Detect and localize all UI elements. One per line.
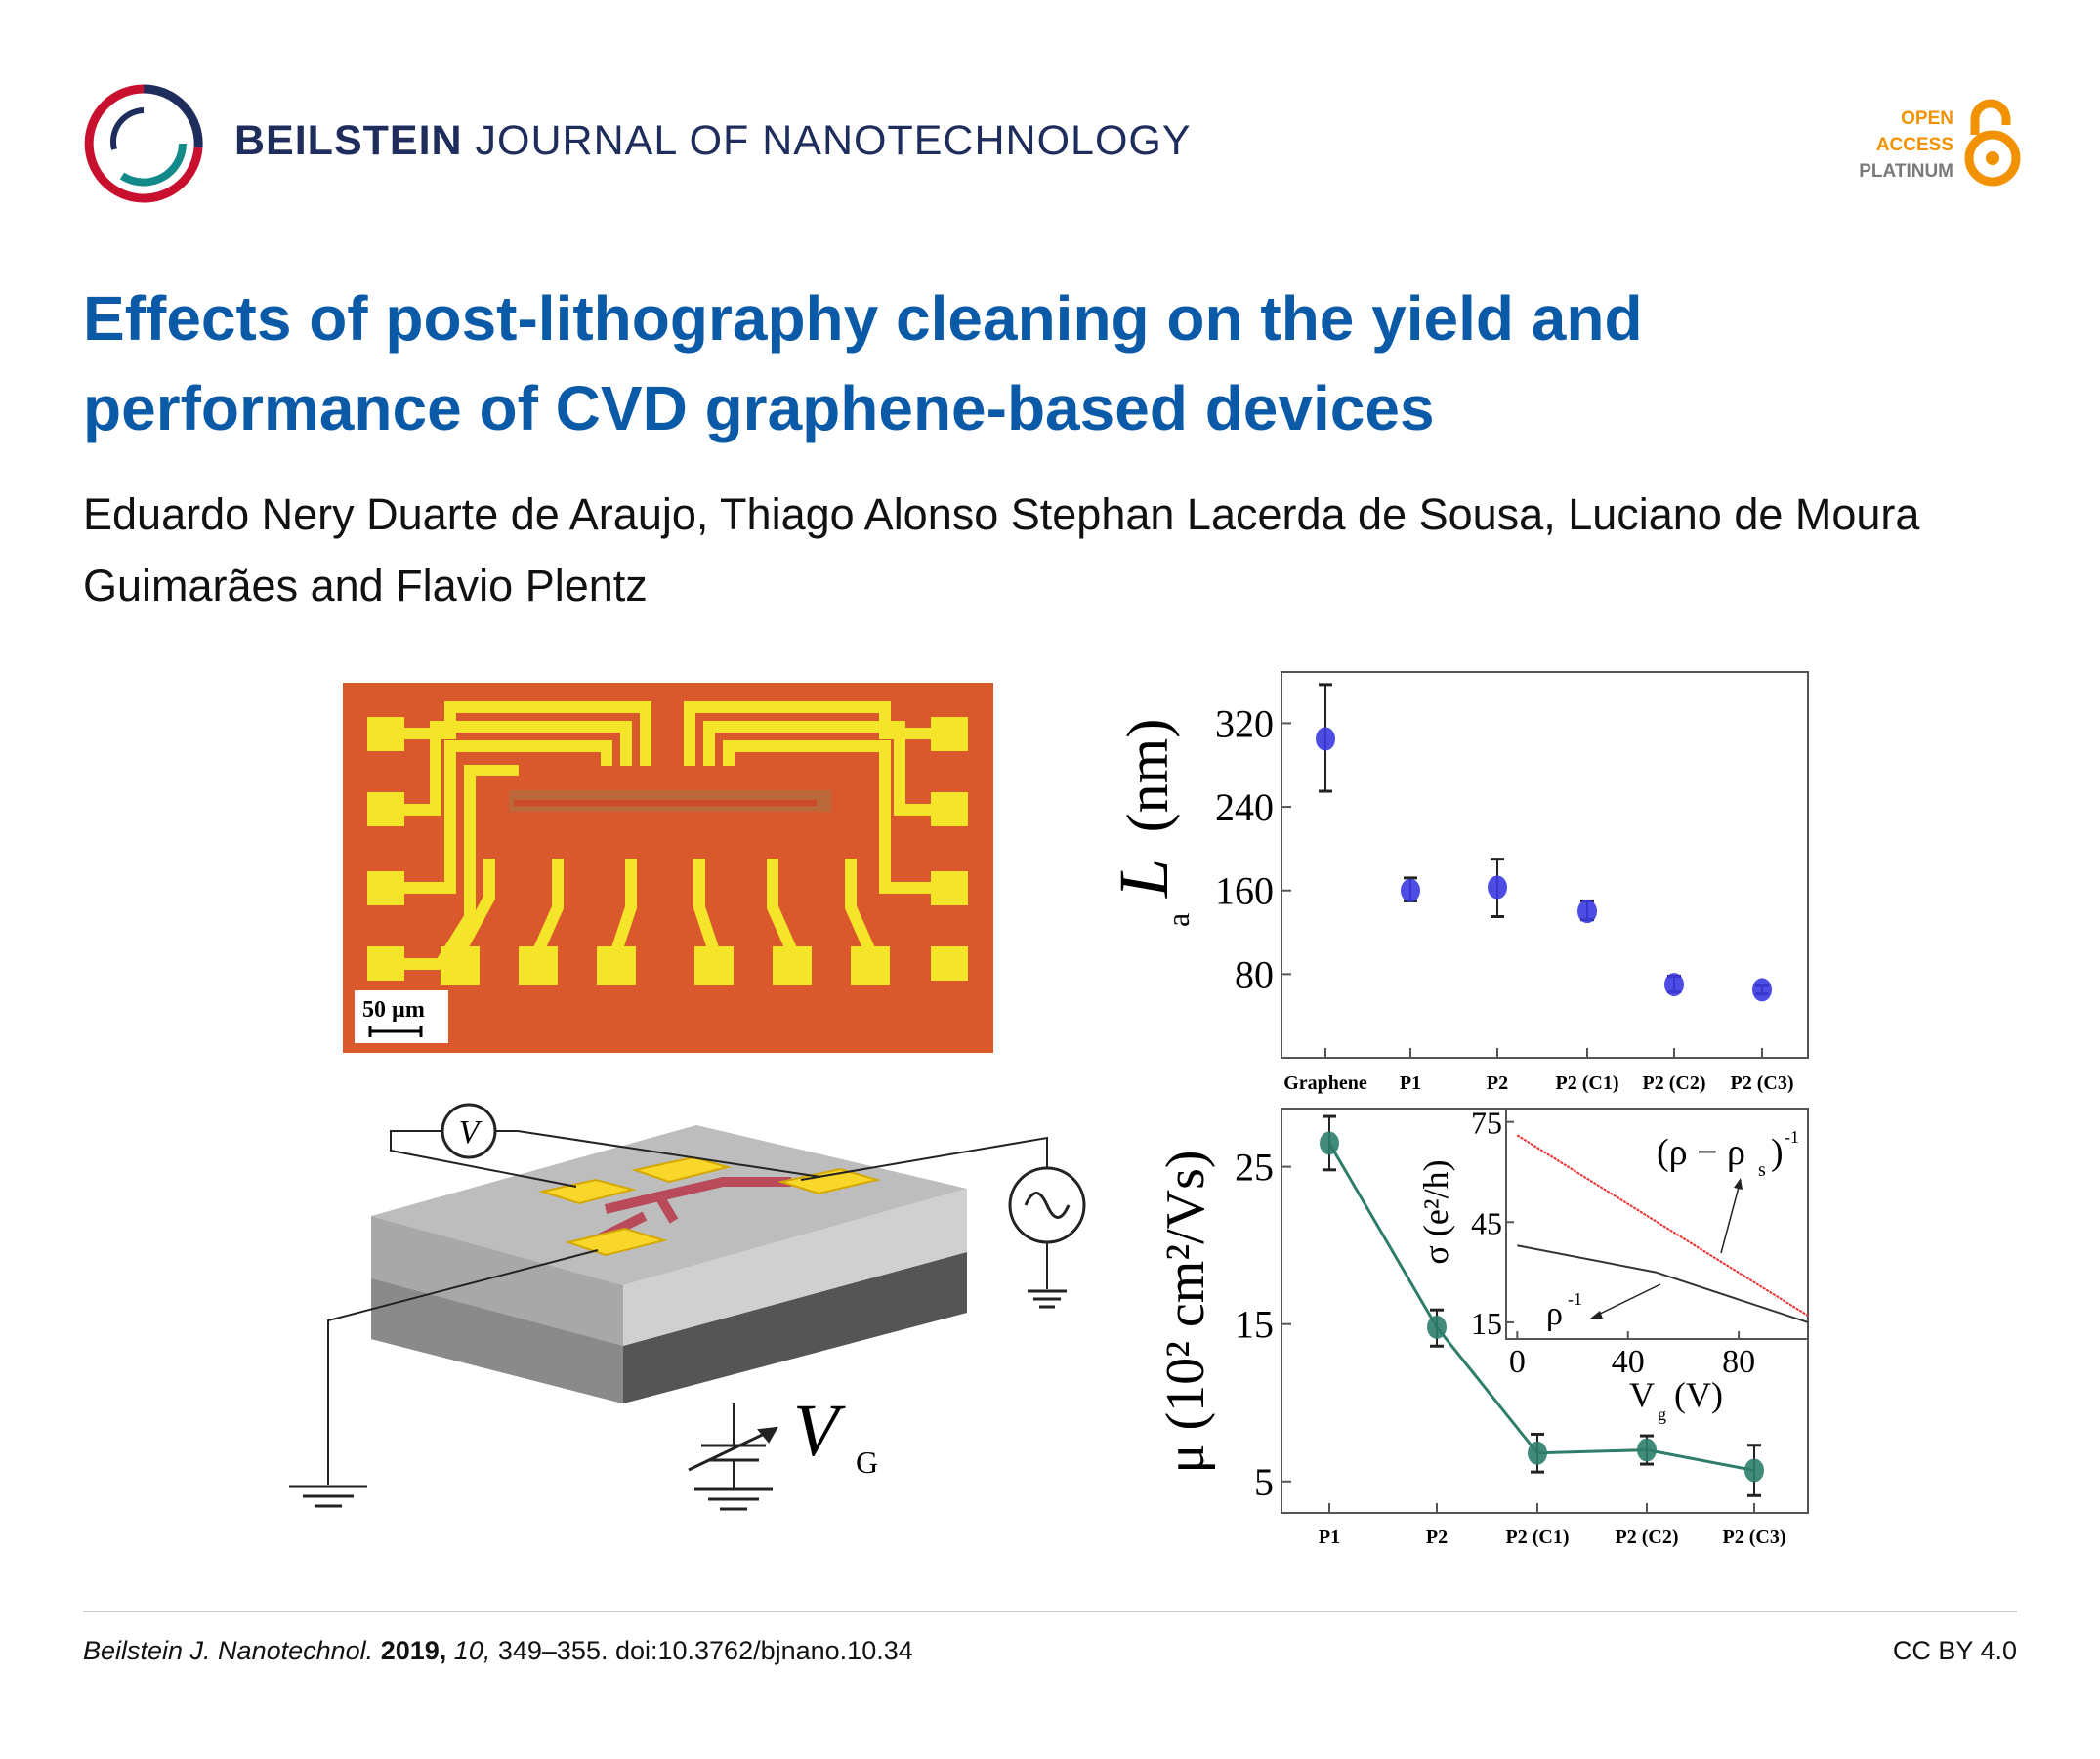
data-point (1577, 900, 1597, 924)
chart1-ylabel-sub: a (1160, 913, 1196, 927)
license: CC BY 4.0 (1892, 1636, 2017, 1665)
inset-xlabel: V (1629, 1375, 1655, 1414)
y-tick-label: 5 (1254, 1460, 1274, 1504)
data-point (1752, 978, 1772, 1002)
oa-open: OPEN (1901, 108, 1953, 129)
x-tick-label: P1 (1400, 1072, 1421, 1094)
device-micrograph: 50 µm (343, 683, 993, 1053)
y-tick-label: 320 (1215, 701, 1274, 745)
inset-black-arrow (1593, 1283, 1661, 1318)
inset-x-tick-label: 0 (1509, 1344, 1526, 1380)
inset-xlabel-unit: (V) (1674, 1375, 1723, 1414)
scale-bar-label: 50 µm (362, 997, 425, 1023)
data-point (1488, 875, 1507, 900)
x-tick-label: P1 (1319, 1527, 1340, 1548)
inset-red-annotation: (ρ − ρ (1657, 1132, 1745, 1173)
data-point (1316, 727, 1335, 751)
inset-y-tick-label: 45 (1471, 1205, 1502, 1240)
inset-xlabel-sub: g (1658, 1404, 1666, 1424)
article-authors: Eduardo Nery Duarte de Araujo, Thiago Al… (83, 489, 1920, 610)
inset-y-tick-label: 15 (1471, 1306, 1502, 1341)
gate-voltage-sub: G (856, 1445, 878, 1480)
oa-access: ACCESS (1875, 135, 1953, 155)
article-title: Effects of post-lithography cleaning on … (83, 283, 1643, 443)
data-point (1744, 1458, 1764, 1483)
open-lock-icon (1964, 99, 2021, 187)
x-tick-label: P2 (C3) (1731, 1072, 1794, 1094)
inset-red-arrow (1720, 1179, 1742, 1254)
data-point (1528, 1441, 1547, 1465)
journal-name: BEILSTEIN JOURNAL OF NANOTECHNOLOGY (234, 117, 1192, 164)
open-access-badge: OPEN ACCESS PLATINUM (1859, 105, 1953, 185)
x-tick-label: P2 (C2) (1616, 1527, 1679, 1548)
inset-y-tick-label: 75 (1471, 1106, 1502, 1141)
x-tick-label: P2 (C1) (1506, 1527, 1570, 1548)
y-tick-label: 80 (1235, 952, 1274, 996)
inset-series-line (1517, 1244, 1809, 1323)
inset-red-annotation-sub: s (1758, 1159, 1766, 1181)
inset-red-annotation-close: ) (1771, 1132, 1784, 1173)
y-tick-label: 240 (1215, 785, 1274, 829)
voltmeter-icon (441, 1103, 497, 1159)
chart1-ylabel-unit: (nm) (1115, 719, 1180, 833)
data-point (1401, 878, 1420, 902)
y-tick-label: 15 (1235, 1303, 1274, 1347)
ac-source-icon (1008, 1166, 1086, 1244)
inset-frame (1505, 1108, 1809, 1340)
chart2-ylabel: μ (10² cm²/Vs) (1155, 1150, 1216, 1473)
data-point (1320, 1131, 1339, 1155)
inset-ylabel: σ (e²/h) (1416, 1159, 1455, 1264)
y-tick-label: 160 (1215, 869, 1274, 913)
footer-divider (83, 1611, 2017, 1612)
inset-black-annotation: ρ (1546, 1296, 1563, 1332)
x-tick-label: Graphene (1283, 1072, 1367, 1094)
x-tick-label: P2 (C1) (1556, 1072, 1619, 1094)
beilstein-logo-icon (84, 84, 203, 203)
data-point (1637, 1438, 1657, 1462)
chart1-frame (1281, 671, 1809, 1059)
inset-x-tick-label: 40 (1612, 1344, 1645, 1380)
chart1-ylabel: L (1105, 859, 1183, 899)
x-tick-label: P2 (C3) (1723, 1527, 1786, 1548)
y-tick-label: 25 (1235, 1146, 1274, 1190)
contact-pads (367, 717, 968, 985)
citation: Beilstein J. Nanotechnol. 2019, 10, 349–… (83, 1636, 913, 1665)
inset-series-line (1516, 1134, 1809, 1317)
data-point (1427, 1315, 1447, 1339)
inset-x-tick-label: 80 (1722, 1344, 1755, 1380)
data-point (1664, 973, 1684, 997)
inset-red-annotation-sup: -1 (1785, 1127, 1799, 1147)
gold-pads (538, 1155, 881, 1257)
gate-voltage-label: V (793, 1390, 846, 1472)
x-tick-label: P2 (1487, 1072, 1508, 1094)
x-tick-label: P2 (1426, 1527, 1448, 1548)
x-tick-label: P2 (C2) (1643, 1072, 1706, 1094)
oa-platinum: PLATINUM (1859, 161, 1953, 182)
inset-black-annotation-sup: -1 (1568, 1289, 1582, 1309)
